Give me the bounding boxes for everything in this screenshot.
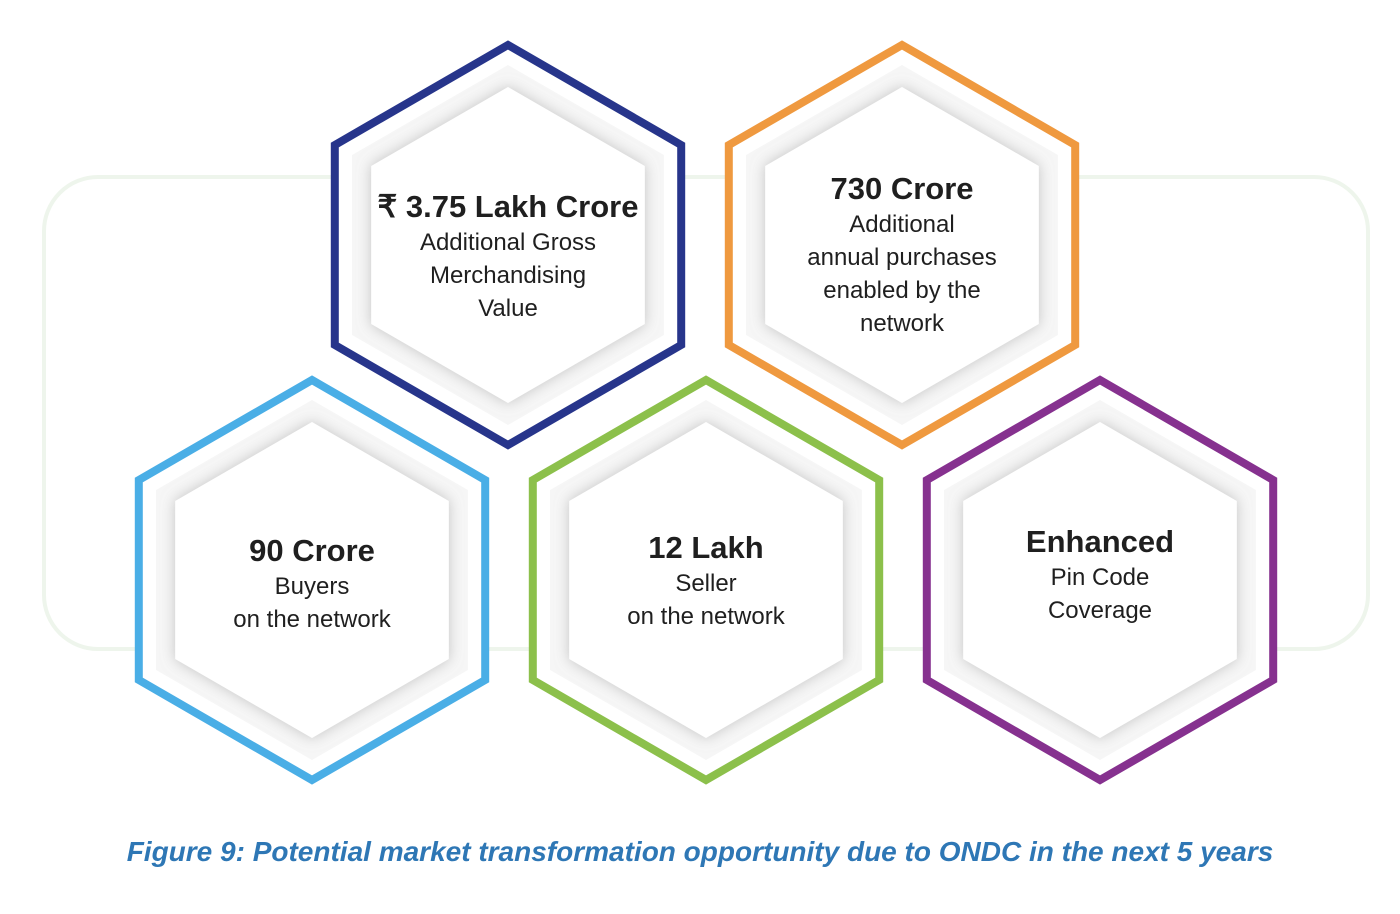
hexagon-gmv-text: ₹ 3.75 Lakh Crore Additional Gross Merchan… bbox=[358, 188, 658, 325]
hexagon-purchases-line: enabled by the bbox=[823, 277, 981, 304]
hexagon-buyers-line: Buyers bbox=[274, 573, 350, 600]
hexagon-pincode-headline: Enhanced bbox=[1025, 524, 1175, 559]
hexagon-pincode-text: Enhanced Pin Code Coverage bbox=[950, 523, 1250, 627]
hexagon-purchases bbox=[724, 40, 1080, 450]
hexagon-gmv-headline: ₹ 3.75 Lakh Crore bbox=[377, 189, 639, 224]
hexagon-purchases-text: 730 Crore Additional annual purchases enabl… bbox=[752, 170, 1052, 340]
hexagon-sellers-line: on the network bbox=[627, 603, 785, 630]
hexagon-buyers bbox=[134, 375, 490, 785]
hexagon-sellers-text: 12 Lakh Seller on the network bbox=[556, 529, 856, 633]
figure-caption: Figure 9: Potential market transformatio… bbox=[126, 836, 1274, 867]
hexagon-purchases-line: network bbox=[859, 310, 945, 337]
hexagon-pincode-line: Pin Code bbox=[1050, 564, 1150, 591]
hexagon-buyers-text: 90 Crore Buyers on the network bbox=[162, 532, 462, 636]
hexagon-buyers-line: on the network bbox=[233, 606, 391, 633]
hexagon-purchases-inner bbox=[765, 87, 1039, 403]
hexagon-gmv bbox=[330, 40, 686, 450]
hexagon-pincode bbox=[922, 375, 1278, 785]
hexagon-buyers-headline: 90 Crore bbox=[249, 533, 375, 568]
hexagon-gmv-line: Value bbox=[478, 295, 538, 322]
hexagon-sellers-line: Seller bbox=[675, 570, 737, 597]
hexagon-purchases-line: annual purchases bbox=[807, 244, 997, 271]
hexagon-sellers-headline: 12 Lakh bbox=[648, 530, 764, 565]
hexagon-gmv-line: Merchandising bbox=[429, 262, 587, 289]
hexagon-pincode-line: Coverage bbox=[1047, 597, 1153, 624]
hexagon-gmv-line: Additional Gross bbox=[419, 229, 597, 256]
hexagon-sellers-inner bbox=[569, 422, 843, 738]
hexagon-pincode-inner bbox=[963, 422, 1237, 738]
hexagon-sellers bbox=[528, 375, 884, 785]
hexagon-purchases-headline: 730 Crore bbox=[830, 171, 974, 206]
hexagon-buyers-inner bbox=[175, 422, 449, 738]
hexagon-purchases-line: Additional bbox=[849, 211, 955, 238]
hexagon-gmv-inner bbox=[371, 87, 645, 403]
